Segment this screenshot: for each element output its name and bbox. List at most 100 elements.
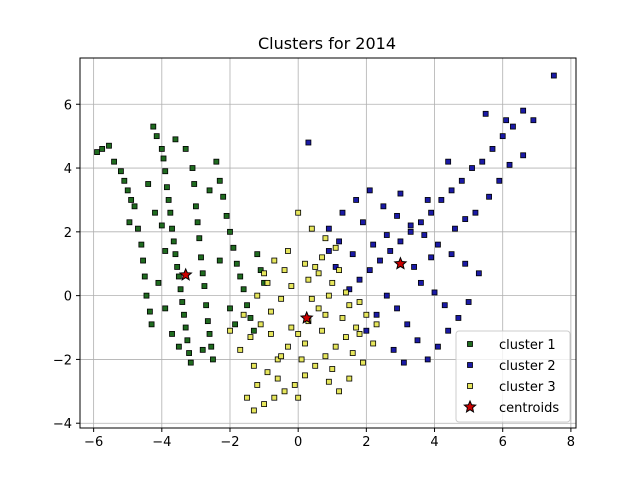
data-point	[465, 299, 472, 305]
data-point	[152, 209, 158, 216]
data-point	[213, 158, 220, 165]
data-point	[257, 321, 264, 328]
data-point	[247, 315, 254, 321]
data-point	[281, 267, 288, 274]
data-point	[178, 267, 193, 281]
data-point	[191, 181, 198, 187]
data-point	[124, 187, 131, 194]
y-tick-label: −4	[53, 417, 72, 432]
data-point	[193, 203, 199, 210]
data-point	[417, 279, 424, 286]
data-point	[203, 302, 210, 309]
data-point	[370, 340, 377, 347]
data-point	[146, 308, 153, 315]
data-point	[118, 168, 124, 175]
data-point	[339, 315, 346, 321]
data-point	[131, 203, 138, 210]
data-point	[417, 219, 424, 226]
data-point	[274, 356, 281, 363]
data-point	[407, 228, 414, 235]
x-tick-label: 6	[499, 435, 507, 450]
data-point	[268, 308, 274, 315]
data-point	[377, 257, 383, 264]
data-points	[94, 72, 557, 414]
data-point	[199, 270, 206, 277]
data-point	[138, 241, 145, 248]
data-point	[172, 251, 179, 258]
data-point	[232, 321, 239, 328]
data-point	[452, 225, 458, 232]
data-point	[206, 187, 213, 194]
data-point	[208, 343, 215, 350]
data-point	[278, 295, 285, 302]
data-point	[141, 273, 148, 280]
data-point	[233, 260, 240, 267]
data-point	[421, 232, 428, 238]
data-point	[167, 209, 174, 216]
data-point	[360, 359, 366, 366]
data-point	[332, 244, 339, 251]
data-point	[506, 161, 513, 168]
data-point	[189, 165, 196, 171]
x-tick-label: −4	[152, 435, 171, 450]
data-point	[106, 142, 112, 149]
data-point	[397, 190, 404, 197]
data-point	[158, 222, 165, 229]
data-point	[349, 350, 356, 356]
data-point	[329, 366, 336, 372]
data-point	[299, 310, 314, 324]
data-point	[336, 267, 342, 274]
data-point	[349, 251, 356, 258]
data-point	[244, 302, 250, 309]
data-point	[520, 107, 527, 114]
data-point	[291, 382, 298, 388]
series-centroids	[178, 256, 408, 324]
data-point	[143, 292, 150, 299]
legend-label: cluster 1	[499, 338, 556, 353]
data-point	[373, 321, 380, 328]
data-point	[496, 177, 503, 184]
data-point	[295, 331, 302, 337]
legend-box	[455, 330, 571, 423]
data-point	[220, 193, 227, 200]
data-point	[186, 350, 192, 356]
x-tick-label: 0	[294, 435, 302, 450]
data-point	[308, 225, 315, 232]
data-point	[244, 394, 250, 401]
data-point	[435, 343, 441, 350]
data-point	[342, 289, 349, 296]
data-point	[448, 187, 455, 194]
data-point	[356, 331, 363, 337]
data-point	[264, 369, 271, 376]
data-point	[342, 334, 349, 340]
data-point	[198, 254, 204, 261]
data-point	[305, 276, 312, 283]
data-point	[128, 197, 135, 203]
data-point	[187, 359, 194, 366]
y-tick-label: 0	[64, 290, 72, 305]
data-point	[394, 212, 400, 219]
data-point	[482, 110, 489, 117]
data-point	[302, 340, 308, 347]
data-point	[383, 232, 390, 238]
data-point	[302, 260, 308, 267]
data-point	[373, 311, 380, 318]
data-point	[312, 362, 319, 369]
data-point	[472, 209, 479, 216]
data-point	[339, 209, 346, 216]
data-point	[230, 244, 237, 251]
data-point	[370, 241, 377, 248]
y-tick-label: −2	[53, 353, 72, 368]
data-point	[336, 388, 342, 395]
data-point	[332, 264, 339, 270]
data-point	[160, 155, 167, 162]
data-point	[302, 372, 308, 379]
data-point	[99, 146, 106, 152]
data-point	[196, 235, 203, 242]
data-point	[346, 302, 353, 309]
data-point	[411, 264, 417, 270]
data-point	[520, 152, 527, 159]
data-point	[387, 248, 394, 254]
data-point	[329, 279, 336, 286]
data-point	[254, 382, 261, 388]
